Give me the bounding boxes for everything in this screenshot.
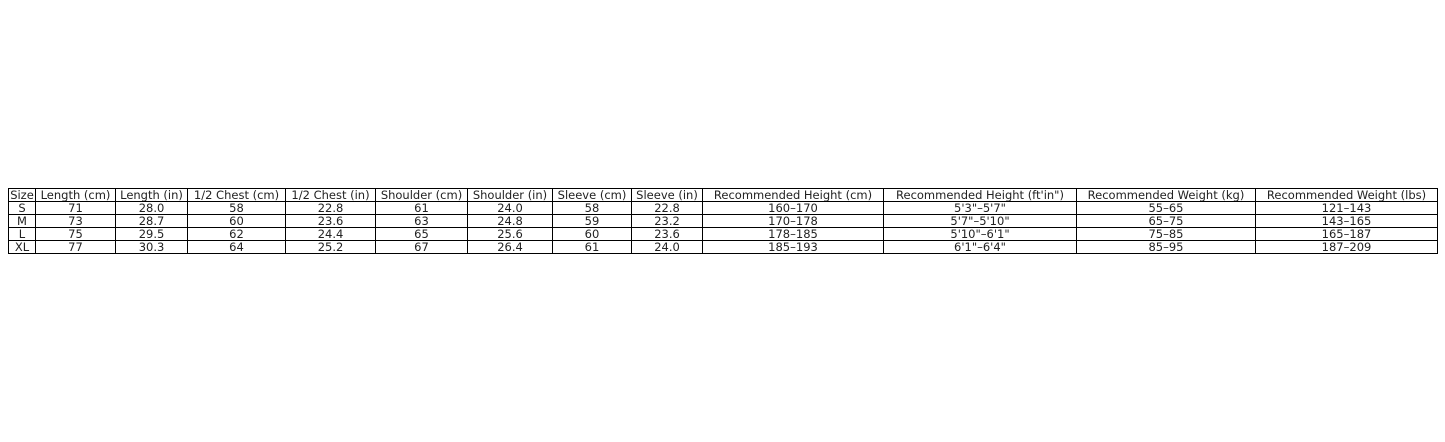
table-cell: 160–170 (702, 201, 884, 215)
table-cell: 25.6 (467, 227, 553, 241)
table-cell: 65 (375, 227, 468, 241)
table-cell: 23.6 (285, 214, 376, 228)
column-header: 1/2 Chest (cm) (187, 188, 286, 202)
table-cell: 25.2 (285, 240, 376, 254)
table-cell: 23.2 (631, 214, 703, 228)
column-header: Length (cm) (35, 188, 116, 202)
column-header: Recommended Weight (lbs) (1255, 188, 1438, 202)
table-cell: 71 (35, 201, 116, 215)
table-cell: 22.8 (285, 201, 376, 215)
table-row: L 75 29.5 62 24.4 65 25.6 60 23.6 178–185 5'10"–6'… (8, 227, 1438, 241)
table-row: XL 77 30.3 64 25.2 67 26.4 61 24.0 185–193 6'1"–6'… (8, 240, 1438, 254)
column-header: Length (in) (115, 188, 188, 202)
table-cell: XL (8, 240, 36, 254)
table-cell: 60 (552, 227, 632, 241)
table-cell: 23.6 (631, 227, 703, 241)
table-cell: 24.8 (467, 214, 553, 228)
table-cell: 75 (35, 227, 116, 241)
table-cell: 24.0 (631, 240, 703, 254)
table-cell: 22.8 (631, 201, 703, 215)
table-cell: 59 (552, 214, 632, 228)
table-row: M 73 28.7 60 23.6 63 24.8 59 23.2 170–178 5'7"–5'1… (8, 214, 1438, 228)
column-header: Recommended Height (cm) (702, 188, 884, 202)
table-cell: 30.3 (115, 240, 188, 254)
column-header: Sleeve (cm) (552, 188, 632, 202)
table-cell: 185–193 (702, 240, 884, 254)
table-cell: 24.0 (467, 201, 553, 215)
table-cell: 29.5 (115, 227, 188, 241)
table-cell: 24.4 (285, 227, 376, 241)
table-cell: 28.0 (115, 201, 188, 215)
table-cell: 67 (375, 240, 468, 254)
table-cell: S (8, 201, 36, 215)
table-cell: 143–165 (1255, 214, 1438, 228)
table-cell: 63 (375, 214, 468, 228)
table-cell: 64 (187, 240, 286, 254)
table-cell: 77 (35, 240, 116, 254)
table-cell: 178–185 (702, 227, 884, 241)
column-header: Recommended Weight (kg) (1076, 188, 1256, 202)
table-cell: 5'3"–5'7" (883, 201, 1077, 215)
table-cell: 65–75 (1076, 214, 1256, 228)
table-cell: 165–187 (1255, 227, 1438, 241)
table-cell: 61 (375, 201, 468, 215)
column-header: Sleeve (in) (631, 188, 703, 202)
table-cell: 58 (552, 201, 632, 215)
column-header: 1/2 Chest (in) (285, 188, 376, 202)
table-cell: L (8, 227, 36, 241)
table-cell: 85–95 (1076, 240, 1256, 254)
table-cell: 75–85 (1076, 227, 1256, 241)
table-cell: 62 (187, 227, 286, 241)
table-cell: 187–209 (1255, 240, 1438, 254)
table-cell: 61 (552, 240, 632, 254)
column-header: Shoulder (in) (467, 188, 553, 202)
table-cell: 6'1"–6'4" (883, 240, 1077, 254)
table-cell: 121–143 (1255, 201, 1438, 215)
table-row: S 71 28.0 58 22.8 61 24.0 58 22.8 160–170 5'3"–5'7… (8, 201, 1438, 215)
column-header: Shoulder (cm) (375, 188, 468, 202)
table-cell: 58 (187, 201, 286, 215)
table-cell: 5'7"–5'10" (883, 214, 1077, 228)
column-header: Size (8, 188, 36, 202)
table-cell: 26.4 (467, 240, 553, 254)
table-cell: M (8, 214, 36, 228)
table-cell: 73 (35, 214, 116, 228)
table-cell: 55–65 (1076, 201, 1256, 215)
table-body: S 71 28.0 58 22.8 61 24.0 58 22.8 160–170 5'3"–5'7… (8, 201, 1438, 254)
column-header: Recommended Height (ft'in") (883, 188, 1077, 202)
size-chart-table: Size Length (cm) Length (in) 1/2 Chest (cm)… (8, 188, 1438, 254)
table-cell: 60 (187, 214, 286, 228)
table-cell: 5'10"–6'1" (883, 227, 1077, 241)
table-cell: 170–178 (702, 214, 884, 228)
table-cell: 28.7 (115, 214, 188, 228)
header-row: Size Length (cm) Length (in) 1/2 Chest (cm)… (8, 188, 1438, 202)
